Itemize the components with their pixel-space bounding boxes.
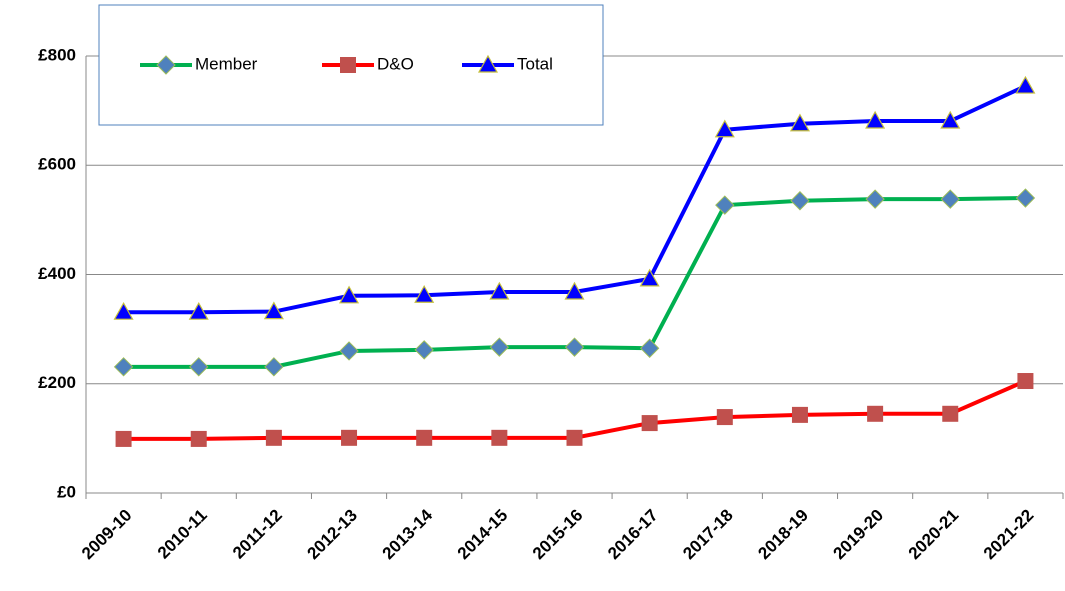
marker [942, 405, 959, 422]
y-tick-label: £400 [38, 264, 76, 283]
x-tick-label: 2009-10 [78, 506, 136, 564]
marker [790, 191, 810, 211]
marker [564, 337, 585, 357]
marker [414, 285, 435, 303]
x-tick-label: 2015-16 [529, 506, 587, 564]
x-tick-label: 2010-11 [154, 506, 211, 563]
x-tick-label: 2013-14 [379, 505, 437, 563]
marker [1015, 188, 1036, 208]
marker [489, 281, 510, 300]
marker [156, 55, 176, 75]
marker [414, 340, 434, 360]
x-tick-label: 2017-18 [679, 506, 737, 564]
legend: Member D&O Total [98, 4, 604, 126]
marker [190, 430, 207, 447]
x-tick-label: 2016-17 [604, 506, 662, 564]
marker [189, 357, 209, 377]
marker [416, 429, 433, 446]
x-tick-label: 2012-13 [303, 506, 361, 564]
marker [1017, 373, 1034, 390]
marker [113, 357, 134, 377]
marker [263, 301, 284, 320]
legend-label: D&O [377, 54, 414, 73]
marker [940, 110, 961, 129]
x-tick-label: 2018-19 [754, 506, 812, 564]
marker [477, 54, 499, 73]
marker [714, 119, 735, 138]
marker [789, 113, 810, 132]
marker [564, 281, 585, 300]
y-tick-label: £600 [38, 155, 76, 174]
y-tick-label: £800 [38, 45, 76, 64]
marker [641, 415, 658, 432]
marker [489, 337, 510, 357]
marker [340, 57, 356, 73]
legend-label: Total [517, 54, 553, 73]
legend-label: Member [195, 54, 258, 73]
x-tick-label: 2019-20 [830, 506, 888, 564]
marker [188, 301, 209, 320]
x-tick-label: 2014-15 [454, 506, 512, 564]
marker [716, 409, 733, 426]
y-tick-label: £0 [57, 482, 76, 501]
marker [715, 195, 735, 215]
x-tick-label: 2011-12 [229, 506, 286, 563]
x-tick-label: 2020-21 [905, 506, 963, 564]
marker [264, 357, 284, 377]
marker [566, 429, 583, 446]
marker [639, 338, 660, 358]
marker [115, 430, 132, 447]
marker [113, 301, 134, 320]
marker [867, 405, 884, 422]
marker [639, 268, 660, 287]
marker [341, 429, 358, 446]
marker [265, 429, 282, 446]
marker [339, 341, 359, 361]
marker [940, 189, 960, 209]
marker [791, 406, 808, 423]
marker [865, 110, 886, 129]
marker [491, 429, 508, 446]
marker [339, 285, 360, 304]
marker [865, 189, 885, 209]
x-tick-label: 2021-22 [980, 506, 1038, 564]
y-tick-label: £200 [38, 373, 76, 392]
marker [1015, 75, 1036, 94]
